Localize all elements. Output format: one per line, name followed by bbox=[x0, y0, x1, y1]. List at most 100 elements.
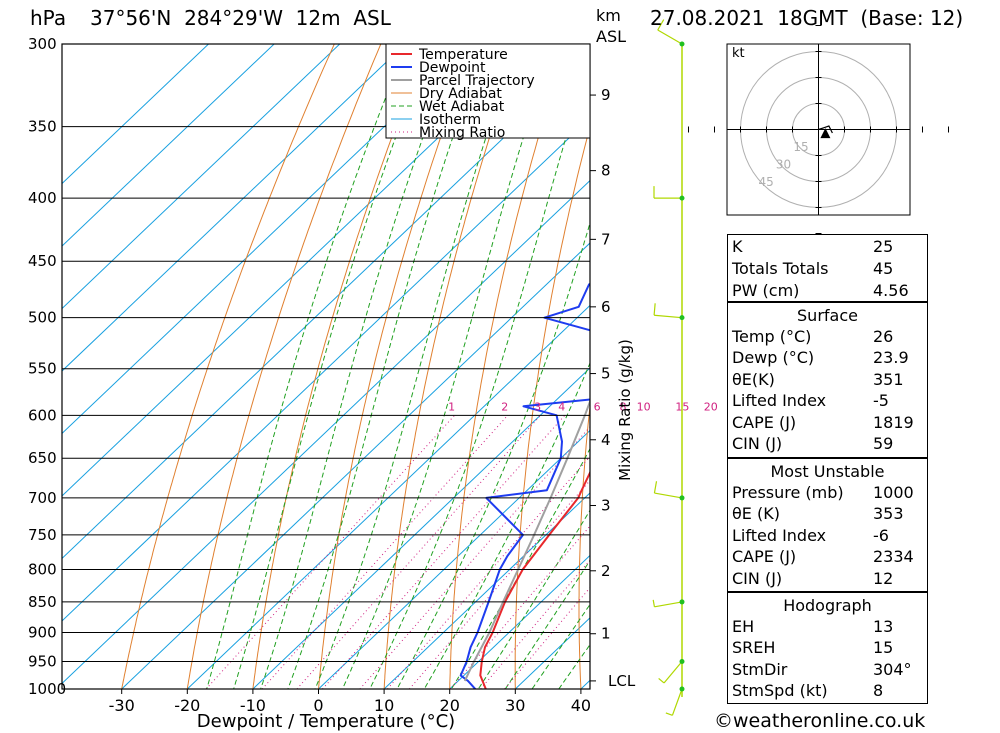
surface-value: 26 bbox=[873, 327, 894, 346]
surface-row: Lifted Index -5 bbox=[732, 391, 923, 412]
hpa-unit-label: hPa bbox=[30, 6, 67, 30]
wet-adiabat-line bbox=[369, 55, 590, 689]
wind-barb-flag bbox=[653, 303, 656, 316]
surface-label: θE(K) bbox=[732, 370, 775, 389]
pressure-tick-label: 550 bbox=[28, 360, 57, 378]
km-tick-label: 1 bbox=[601, 625, 611, 643]
surface-value: 59 bbox=[873, 434, 894, 453]
temp-tick-label: -30 bbox=[109, 696, 135, 715]
wind-level-dot bbox=[679, 659, 685, 665]
mixing-ratio-line bbox=[359, 426, 590, 689]
mu-row: CAPE (J) 2334 bbox=[732, 547, 923, 568]
pressure-tick-label: 850 bbox=[28, 593, 57, 611]
index-row-k: K 25 bbox=[732, 237, 923, 258]
index-row-totals: Totals Totals 45 bbox=[732, 259, 923, 280]
wet-adiabat-line bbox=[423, 361, 590, 689]
wind-barb bbox=[654, 492, 683, 499]
location-title: 37°56'N 284°29'W 12m ASL bbox=[90, 6, 391, 30]
legend-entry: Mixing Ratio bbox=[419, 125, 505, 141]
isotherm-line bbox=[62, 44, 210, 185]
isotherm-line bbox=[252, 367, 590, 689]
indices-panel: K 25 Totals Totals 45 PW (cm) 4.56 bbox=[727, 234, 928, 302]
pressure-tick-label: 700 bbox=[28, 489, 57, 507]
mixing-ratio-label: 6 bbox=[594, 400, 601, 413]
dry-adiabat-line bbox=[641, 7, 716, 715]
storm-motion-marker bbox=[820, 128, 831, 139]
hodo-row: SREH 15 bbox=[732, 638, 923, 659]
legend-entry: Isotherm bbox=[419, 112, 481, 128]
pressure-tick-label: 650 bbox=[28, 449, 57, 467]
mu-row: CIN (J) 12 bbox=[732, 569, 923, 590]
wet-adiabat-line bbox=[450, 447, 590, 689]
wind-barb bbox=[671, 688, 683, 716]
wind-barb-flag bbox=[658, 678, 665, 684]
datetime-title: 27.08.2021 18GMT (Base: 12) bbox=[650, 6, 964, 30]
wet-adiabat-line bbox=[531, 603, 590, 689]
mu-row: θE (K) 353 bbox=[732, 504, 923, 525]
temp-tick-label: 0 bbox=[313, 696, 323, 715]
mu-value: 12 bbox=[873, 569, 894, 588]
index-value: 4.56 bbox=[873, 281, 909, 300]
dry-adiabat-line bbox=[514, 124, 590, 689]
dry-adiabat-line bbox=[252, 44, 428, 689]
pressure-tick-label: 600 bbox=[28, 406, 57, 424]
wind-level-dot bbox=[679, 495, 685, 501]
wind-barb-flag bbox=[653, 481, 658, 494]
wind-barb-flag bbox=[657, 19, 665, 31]
mu-label: CAPE (J) bbox=[732, 547, 797, 566]
isotherm-line bbox=[62, 44, 341, 310]
most-unstable-title: Most Unstable bbox=[770, 462, 885, 481]
temperature-line bbox=[479, 470, 590, 689]
temp-tick-label: 30 bbox=[505, 696, 525, 715]
temp-tick-label: -10 bbox=[240, 696, 266, 715]
wind-level-dot bbox=[679, 315, 685, 321]
lcl-label: LCL bbox=[608, 672, 636, 690]
mu-label: Pressure (mb) bbox=[732, 483, 844, 502]
mixing-ratio-label: 10 bbox=[637, 400, 651, 413]
hodo-value: 304° bbox=[873, 660, 912, 679]
pressure-tick-label: 400 bbox=[28, 189, 57, 207]
surface-panel: Surface Temp (°C) 26 Dewp (°C) 23.9 θE(K) 3… bbox=[727, 302, 928, 458]
legend-entry: Dry Adiabat bbox=[419, 86, 502, 102]
hodo-label: StmDir bbox=[732, 660, 788, 679]
x-axis-label: Dewpoint / Temperature (°C) bbox=[197, 711, 455, 732]
surface-row: CAPE (J) 1819 bbox=[732, 413, 923, 434]
hodo-value: 15 bbox=[873, 638, 894, 657]
surface-value: 1819 bbox=[873, 413, 914, 432]
legend-entry: Wet Adiabat bbox=[419, 99, 505, 115]
legend-box bbox=[385, 43, 591, 139]
isotherm-line bbox=[448, 554, 590, 689]
wind-barb bbox=[657, 29, 683, 45]
km-tick-label: 7 bbox=[601, 230, 611, 248]
mixing-ratio-axis-label: Mixing Ratio (g/kg) bbox=[616, 339, 634, 481]
pressure-tick-label: 900 bbox=[28, 624, 57, 642]
km-tick-label: 4 bbox=[601, 431, 611, 449]
km-tick-label: 5 bbox=[601, 365, 611, 383]
isotherm-line bbox=[62, 44, 407, 372]
hodograph-ring-label: 30 bbox=[776, 157, 791, 171]
mu-label: CIN (J) bbox=[732, 569, 783, 588]
dry-adiabat-line bbox=[578, 401, 590, 689]
km-tick-label: 6 bbox=[601, 298, 611, 316]
mu-label: θE (K) bbox=[732, 504, 780, 523]
hodograph-params-panel: Hodograph EH 13 SREH 15 StmDir 304° StmSpd … bbox=[727, 592, 928, 704]
wet-adiabat-line bbox=[396, 221, 590, 689]
wet-adiabat-line bbox=[504, 559, 590, 689]
wet-adiabat-line bbox=[233, 44, 432, 689]
wet-adiabat-line bbox=[341, 44, 554, 689]
dry-adiabat-line bbox=[186, 44, 382, 689]
hodo-label: EH bbox=[732, 617, 755, 636]
surface-row: CIN (J) 59 bbox=[732, 434, 923, 455]
mu-label: Lifted Index bbox=[732, 526, 827, 545]
temp-tick-label: 20 bbox=[440, 696, 460, 715]
legend-entry: Temperature bbox=[418, 47, 508, 63]
pressure-tick-label: 750 bbox=[28, 526, 57, 544]
surface-value: 23.9 bbox=[873, 348, 909, 367]
hodo-label: SREH bbox=[732, 638, 776, 657]
isotherm-line bbox=[317, 429, 590, 689]
isotherm-line bbox=[62, 44, 275, 247]
mixing-ratio-label: 4 bbox=[558, 400, 565, 413]
